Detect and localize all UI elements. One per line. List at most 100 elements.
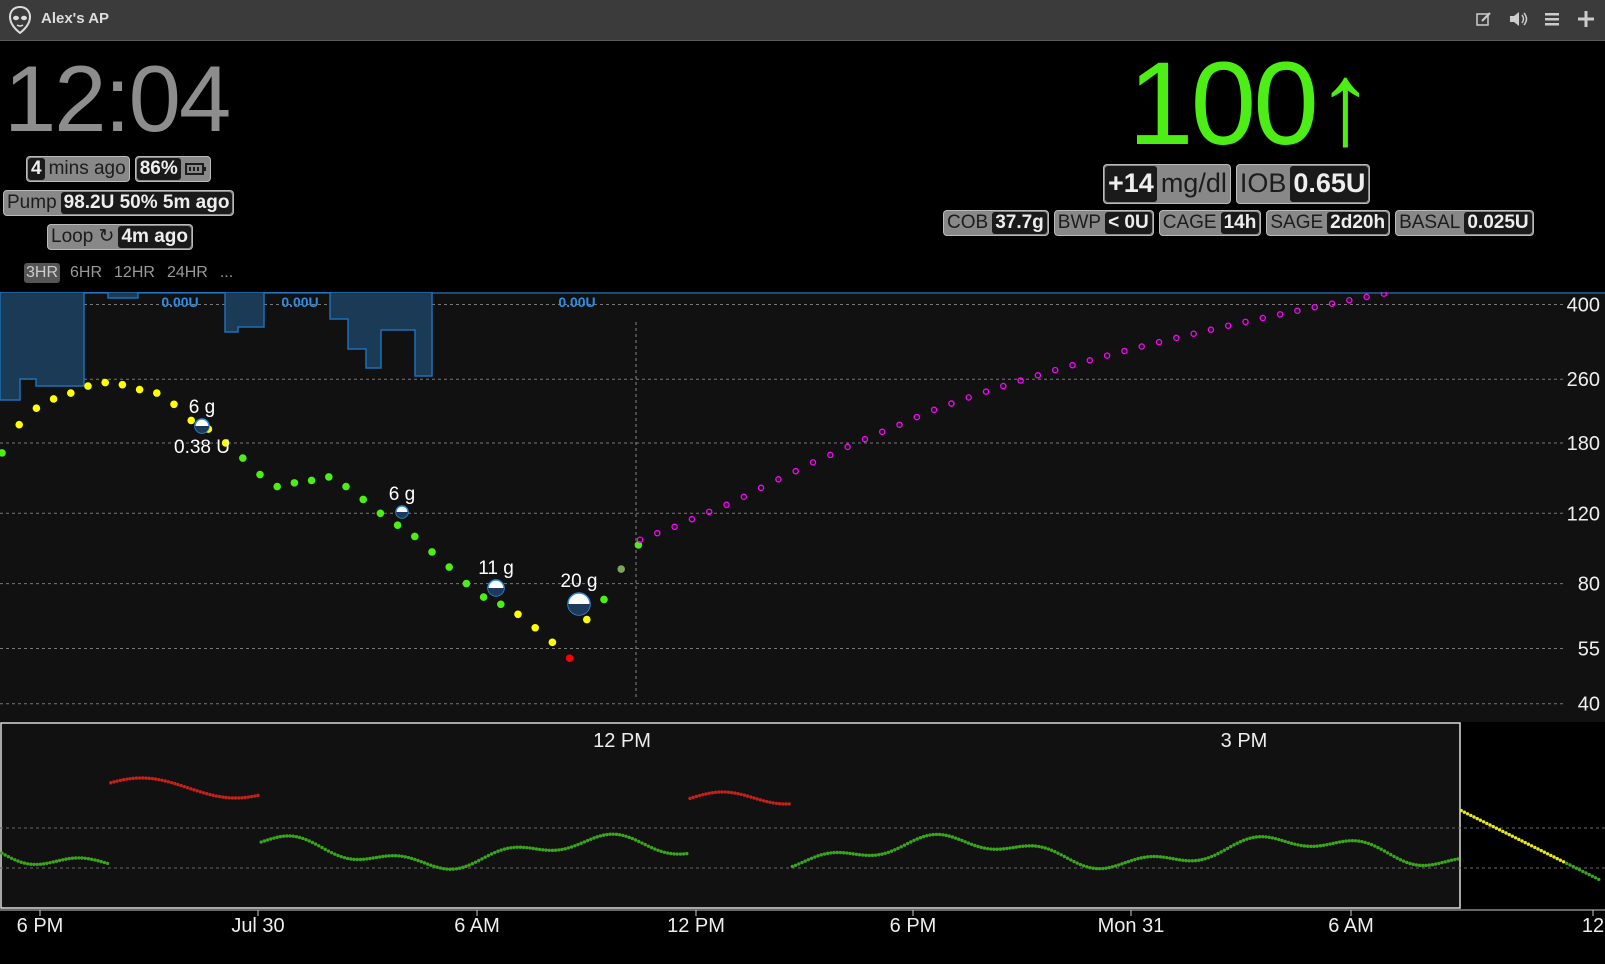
plus-icon[interactable] [1575, 8, 1597, 30]
overview-reading-point [774, 801, 779, 806]
overview-reading-point [413, 857, 417, 862]
overview-reading-point [1136, 856, 1140, 861]
forecast-point [1034, 372, 1042, 379]
overview-reading-point [633, 838, 638, 842]
time-range-24hr[interactable]: 24HR [166, 264, 208, 281]
overview-reading-point [694, 794, 699, 799]
overview-reading-point [1273, 836, 1278, 841]
overview-reading-point [944, 833, 948, 838]
basal-label: 0.00U [558, 294, 595, 310]
overview-reading-point [483, 855, 487, 859]
title-bar: Alex's AP [0, 0, 1605, 41]
overview-reading-point [147, 776, 151, 781]
overview-reading-point [1203, 857, 1207, 861]
overview-reading-point [813, 855, 817, 859]
overview-reading-point [1158, 855, 1163, 859]
overview-reading-point [1040, 845, 1044, 849]
overview-reading-point [1312, 844, 1316, 849]
bg-reading-point [514, 610, 522, 619]
forecast-point [1242, 318, 1249, 326]
forecast-point [1207, 326, 1215, 333]
overview-reading-point [1369, 842, 1374, 847]
overview-reading-point [99, 859, 103, 864]
overview-reading-point [297, 835, 302, 840]
overview-reading-point [1353, 839, 1358, 843]
overview-reading-point [1449, 858, 1454, 862]
volume-icon[interactable] [1507, 8, 1529, 30]
overview-reading-point [131, 776, 135, 781]
overview-reading-point [688, 796, 692, 801]
overview-reading-point [1309, 844, 1313, 849]
time-range-6hr[interactable]: 6HR [70, 264, 103, 281]
overview-x-tick-label: 12 PM [667, 915, 725, 937]
overview-reading-point [109, 781, 113, 785]
overview-reading-point [995, 847, 999, 851]
carb-label: 20 g [561, 571, 598, 592]
overview-reading-point [477, 858, 481, 863]
overview-reading-point [141, 776, 145, 780]
overview-reading-point [70, 856, 75, 860]
overview-reading-point [326, 849, 331, 853]
overview-reading-point [1123, 861, 1127, 865]
overview-reading-point [915, 837, 919, 841]
time-range-3hr[interactable]: 3HR [24, 263, 61, 283]
overview-reading-point [909, 840, 913, 844]
overview-reading-point [1229, 844, 1233, 849]
forecast-point [723, 501, 730, 509]
overview-reading-point [621, 833, 625, 838]
overview-reading-point [1475, 816, 1479, 821]
bg-reading-point [153, 389, 161, 397]
bg-reading-point [565, 654, 574, 663]
overview-reading-point [233, 796, 238, 800]
iob-label: IOB [1239, 168, 1287, 198]
overview-reading-point [176, 782, 180, 787]
menu-icon[interactable] [1541, 8, 1563, 30]
overview-brush [0, 722, 1461, 909]
overview-reading-point [710, 791, 715, 795]
overview-reading-point [723, 790, 727, 794]
overview-reading-point [1142, 855, 1147, 859]
overview-reading-point [1561, 860, 1566, 864]
overview-reading-point [1238, 840, 1243, 844]
overview-x-tick-label: Mon 31 [1098, 915, 1165, 937]
window-title: Alex's AP [41, 10, 110, 27]
overview-reading-point [544, 848, 548, 852]
bg-reading-point [479, 593, 488, 601]
overview-reading-point [64, 857, 68, 861]
overview-reading-point [832, 850, 836, 855]
overview-reading-point [537, 847, 542, 852]
glucose-chart[interactable]: 400 260 180 120 80 55 40 0.00U 0.00U 0.00U 6 g 0.38… [0, 292, 1605, 964]
overview-reading-point [502, 847, 507, 851]
battery-icon [182, 157, 210, 181]
basal-label: 0.00U [161, 294, 198, 310]
bg-reading-point [221, 439, 230, 447]
overview-reading-point [1197, 858, 1201, 862]
overview-reading-point [656, 848, 660, 852]
overview-reading-point [595, 835, 599, 839]
overview-reading-point [499, 848, 503, 852]
overview-reading-point [1117, 863, 1121, 867]
overview-reading-point [77, 856, 81, 860]
overview-x-tick-label: 6 PM [17, 915, 64, 937]
overview-reading-point [1033, 844, 1038, 848]
y-tick-label: 180 [1567, 433, 1600, 455]
overview-reading-point [576, 842, 580, 847]
overview-reading-point [1315, 844, 1319, 848]
overview-reading-point [265, 838, 270, 842]
insulin-treatment-marker [396, 512, 408, 518]
forecast-point [982, 388, 990, 395]
time-range-12hr[interactable]: 12HR [114, 264, 155, 281]
overview-reading-point [1357, 839, 1361, 843]
time-range-more[interactable]: ... [219, 264, 234, 281]
carb-label: 11 g [478, 558, 514, 579]
overview-reading-point [937, 832, 942, 837]
edit-icon[interactable] [1473, 8, 1495, 30]
overview-reading-point [73, 856, 78, 860]
sage-label: SAGE [1270, 212, 1324, 233]
overview-reading-point [1325, 842, 1329, 847]
overview-reading-point [397, 854, 401, 858]
overview-reading-point [371, 856, 375, 860]
bg-reading-point [273, 482, 282, 491]
overview-reading-point [134, 776, 139, 780]
overview-reading-point [941, 833, 945, 837]
